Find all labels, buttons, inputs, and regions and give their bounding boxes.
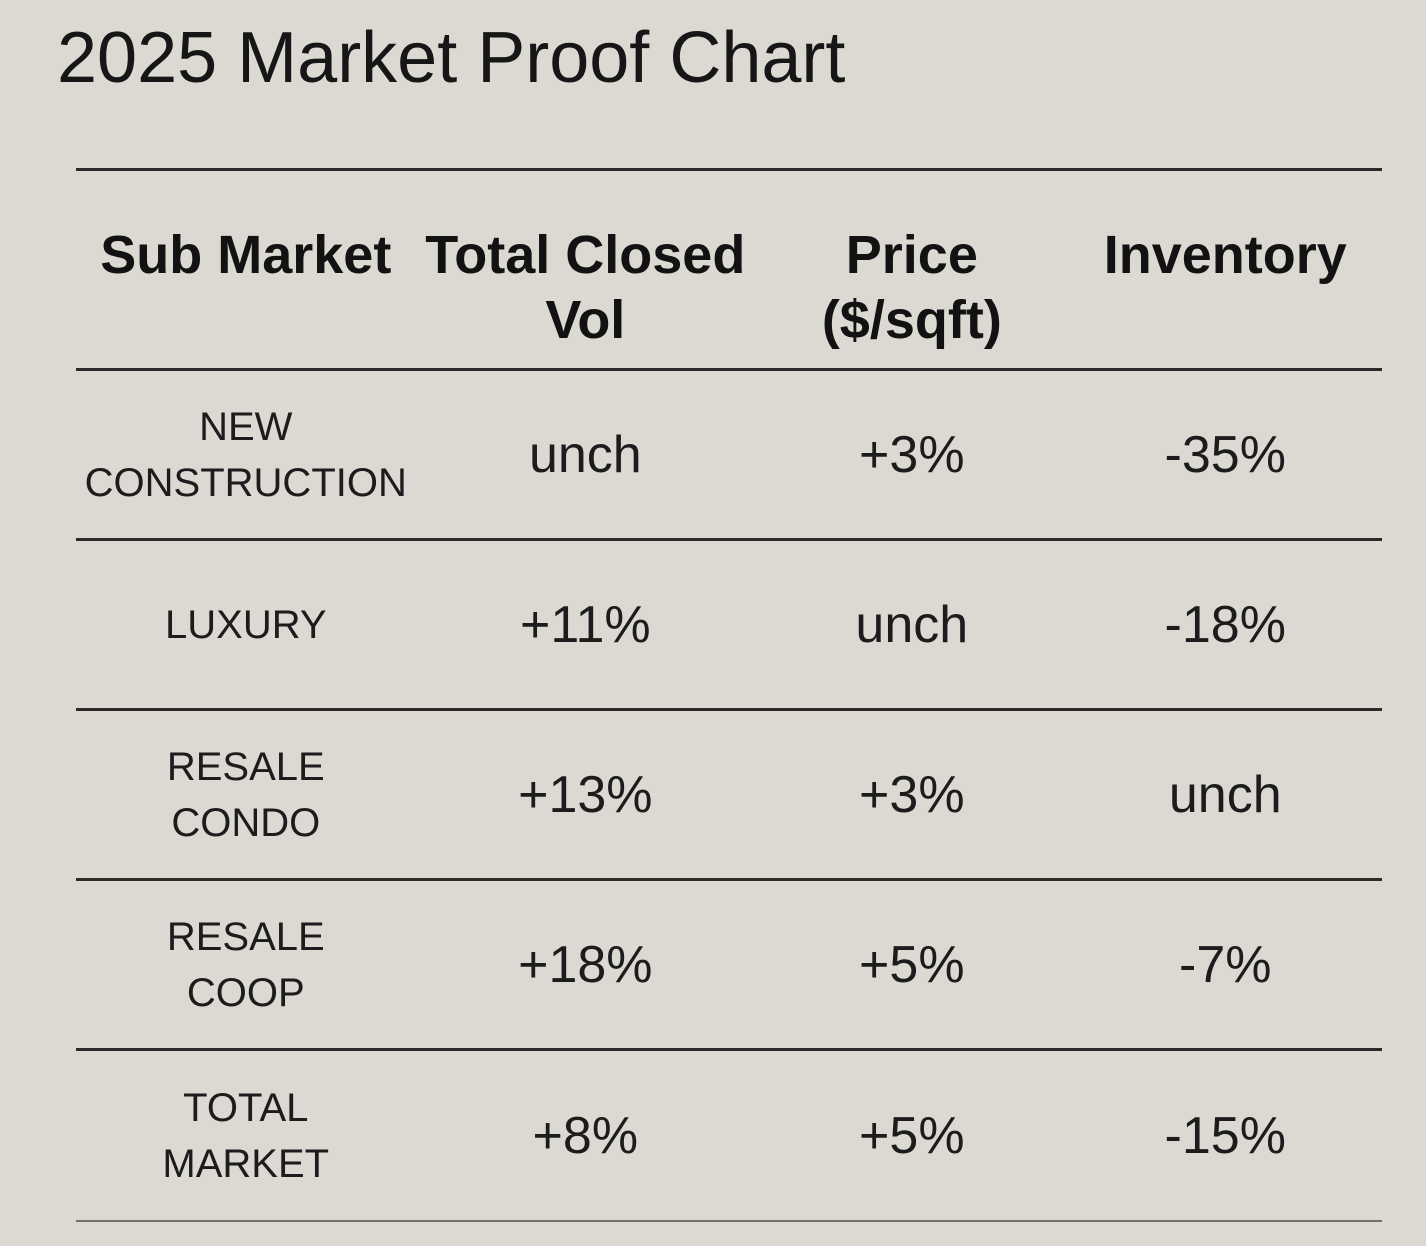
column-header-price-sqft: Price ($/sqft) <box>821 225 1002 351</box>
sub-market-label: NEW CONSTRUCTION <box>84 404 407 505</box>
price-sqft-value: +3% <box>859 765 965 824</box>
total-closed-vol-value: +11% <box>520 595 651 654</box>
column-header-inventory: Inventory <box>1103 225 1347 286</box>
sub-market-label: TOTAL MARKET <box>162 1085 330 1186</box>
table-row-total-market: TOTAL MARKET +8% +5% -15% <box>76 1051 1382 1223</box>
total-closed-vol-value: +18% <box>518 935 653 994</box>
total-closed-vol-value: +13% <box>518 765 653 824</box>
price-sqft-value: unch <box>855 595 969 654</box>
sub-market-label: LUXURY <box>165 602 327 647</box>
price-sqft-value: +5% <box>859 935 965 994</box>
inventory-value: -18% <box>1164 595 1286 654</box>
inventory-value: -7% <box>1179 935 1272 994</box>
column-header-sub-market: Sub Market <box>100 225 392 286</box>
inventory-value: -35% <box>1164 425 1286 484</box>
inventory-value: -15% <box>1164 1106 1286 1165</box>
sub-market-label: RESALE CONDO <box>166 744 325 845</box>
page-title: 2025 Market Proof Chart <box>57 18 846 98</box>
inventory-value: unch <box>1168 765 1282 824</box>
page: 2025 Market Proof Chart Sub Market Total… <box>0 15 1426 1246</box>
table-header-row: Sub Market Total Closed Vol Price ($/sqf… <box>76 171 1382 372</box>
total-closed-vol-value: unch <box>528 425 642 484</box>
table-row-new-construction: NEW CONSTRUCTION unch +3% -35% <box>76 371 1382 542</box>
total-closed-vol-value: +8% <box>532 1106 639 1165</box>
market-proof-table: Sub Market Total Closed Vol Price ($/sqf… <box>76 168 1382 1223</box>
table-row-resale-condo: RESALE CONDO +13% +3% unch <box>76 711 1382 882</box>
price-sqft-value: +3% <box>859 425 965 484</box>
table-row-luxury: LUXURY +11% unch -18% <box>76 541 1382 712</box>
price-sqft-value: +5% <box>859 1106 965 1165</box>
column-header-total-closed-vol: Total Closed Vol <box>425 225 746 351</box>
sub-market-label: RESALE COOP <box>166 914 325 1015</box>
table-row-resale-coop: RESALE COOP +18% +5% -7% <box>76 881 1382 1052</box>
